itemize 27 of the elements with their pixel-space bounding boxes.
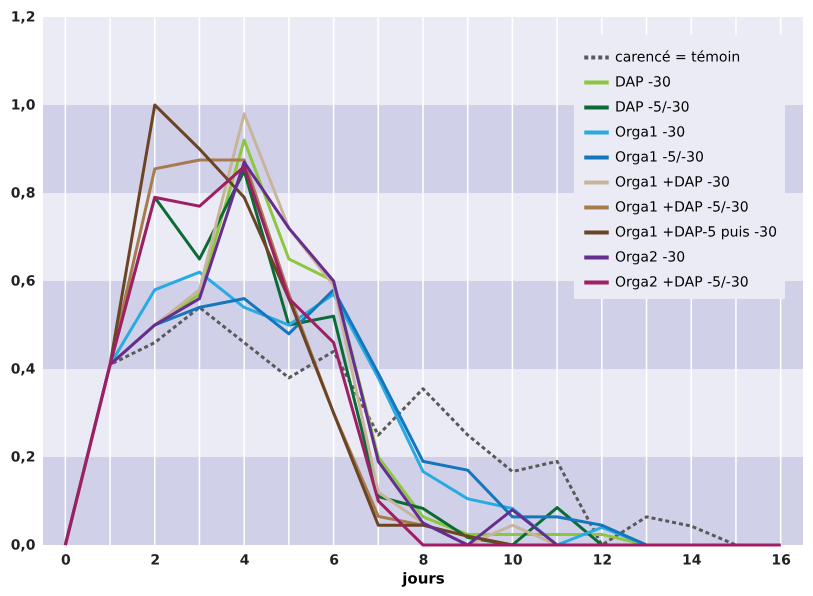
y-tick-label: 0,0 — [10, 538, 36, 554]
x-tick-label: 0 — [60, 552, 71, 568]
legend-label: Orga1 +DAP-5 puis -30 — [615, 224, 777, 240]
x-tick-label: 4 — [240, 552, 250, 568]
legend-label: Orga1 +DAP -30 — [615, 174, 730, 190]
x-tick-label: 2 — [150, 552, 160, 568]
legend-label: DAP -5/-30 — [615, 100, 690, 116]
y-tick-label: 0,8 — [10, 186, 36, 202]
x-tick-label: 14 — [682, 552, 702, 568]
y-tick-label: 0,2 — [10, 450, 36, 466]
x-tick-label: 8 — [418, 552, 428, 568]
legend-label: Orga1 -5/-30 — [615, 150, 704, 166]
legend-label: Orga2 -30 — [615, 250, 686, 266]
x-tick-label: 12 — [592, 552, 612, 568]
x-tick-label: 6 — [329, 552, 339, 568]
legend-label: Orga2 +DAP -5/-30 — [615, 274, 749, 290]
legend-label: Orga1 +DAP -5/-30 — [615, 200, 749, 216]
y-tick-label: 1,2 — [10, 10, 36, 26]
x-axis-title: jours — [401, 570, 445, 588]
legend-label: DAP -30 — [615, 74, 671, 90]
y-tick-label: 1,0 — [10, 98, 36, 114]
x-tick-label: 16 — [771, 552, 791, 568]
y-tick-label: 0,6 — [10, 274, 36, 290]
x-tick-label: 10 — [503, 552, 523, 568]
legend-label: carencé = témoin — [615, 50, 740, 66]
y-tick-label: 0,4 — [10, 362, 36, 378]
legend-label: Orga1 -30 — [615, 124, 686, 140]
